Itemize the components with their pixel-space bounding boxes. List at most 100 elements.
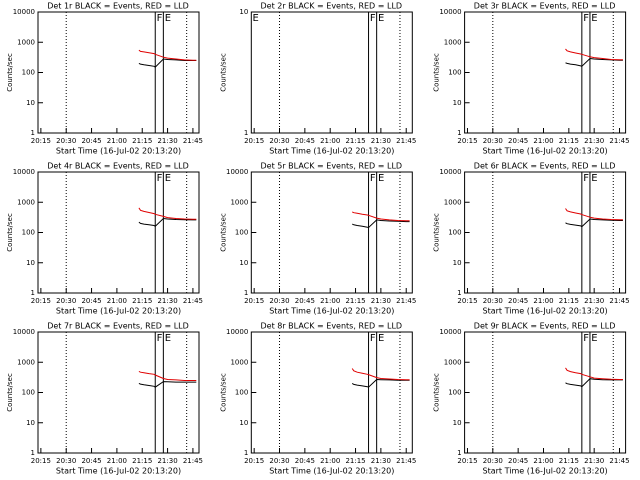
x-tick-label: 20:15: [244, 457, 264, 465]
x-tick-label: 21:45: [396, 137, 416, 145]
panel-title: Det 8r BLACK = Events, RED = LLD: [261, 322, 403, 331]
annotation: F: [157, 173, 163, 184]
x-tick-label: 20:30: [269, 137, 289, 145]
y-tick-label: 1000: [17, 198, 35, 206]
x-tick-label: 21:15: [345, 457, 365, 465]
x-tick-label: 20:45: [295, 137, 315, 145]
x-tick-label: 21:15: [132, 297, 152, 305]
annotation: E: [591, 13, 597, 24]
x-tick-label: 21:30: [157, 457, 177, 465]
x-tick-label: 21:15: [345, 297, 365, 305]
y-axis-label: Counts/sec: [433, 53, 441, 92]
y-tick-label: 1000: [230, 358, 248, 366]
x-axis-label: Start Time (16-Jul-02 20:13:20): [483, 147, 608, 156]
x-tick-label: 21:00: [107, 137, 127, 145]
panel: Det 3r BLACK = Events, RED = LLD Counts/s…: [433, 2, 630, 156]
x-tick-label: 20:15: [457, 457, 477, 465]
y-tick-label: 10000: [439, 168, 461, 176]
annotation: E: [165, 173, 171, 184]
x-tick-label: 20:45: [81, 137, 101, 145]
x-tick-label: 21:30: [371, 297, 391, 305]
x-tick-label: 20:45: [81, 297, 101, 305]
annotation: E: [378, 13, 384, 24]
panel-title: Det 4r BLACK = Events, RED = LLD: [47, 162, 189, 171]
panel-title: Det 2r BLACK = Events, RED = LLD: [261, 2, 403, 11]
x-tick-label: 20:45: [295, 457, 315, 465]
y-tick-label: 1000: [444, 38, 462, 46]
series-line: [138, 370, 197, 381]
x-tick-label: 21:45: [396, 457, 416, 465]
x-tick-label: 21:00: [533, 457, 553, 465]
y-tick-label: 10: [453, 419, 462, 427]
y-tick-label: 1000: [444, 358, 462, 366]
series-line: [138, 58, 197, 68]
y-tick-label: 10000: [439, 328, 461, 336]
panel-title: Det 1r BLACK = Events, RED = LLD: [47, 2, 189, 11]
series-line: [138, 217, 197, 227]
x-axis-label: Start Time (16-Jul-02 20:13:20): [269, 467, 394, 476]
series-line: [565, 378, 623, 388]
series-line: [351, 378, 410, 388]
panel: Det 7r BLACK = Events, RED = LLD Counts/s…: [6, 322, 203, 476]
x-tick-label: 20:45: [508, 457, 528, 465]
x-tick-label: 20:45: [295, 297, 315, 305]
x-tick-label: 20:45: [508, 137, 528, 145]
x-tick-label: 20:45: [508, 297, 528, 305]
series-line: [565, 208, 623, 221]
y-tick-label: 1: [244, 449, 248, 457]
y-tick-label: 10: [239, 8, 248, 16]
y-tick-label: 1: [31, 449, 35, 457]
y-tick-label: 100: [235, 229, 248, 237]
series-line: [138, 207, 197, 220]
annotation: E: [165, 13, 171, 24]
y-tick-label: 100: [448, 229, 461, 237]
x-tick-label: 21:30: [157, 297, 177, 305]
annotation: E: [378, 173, 384, 184]
x-tick-label: 21:15: [559, 297, 579, 305]
x-tick-label: 21:30: [157, 137, 177, 145]
x-tick-label: 21:45: [609, 457, 629, 465]
panel: Det 2r BLACK = Events, RED = LLD Counts/s…: [219, 2, 416, 156]
x-tick-label: 21:45: [183, 297, 203, 305]
x-tick-label: 20:15: [31, 137, 51, 145]
y-tick-label: 10: [239, 419, 248, 427]
x-tick-label: 21:45: [609, 137, 629, 145]
series-line: [565, 367, 623, 380]
panel-title: Det 5r BLACK = Events, RED = LLD: [261, 162, 403, 171]
y-tick-label: 1: [244, 289, 248, 297]
y-tick-label: 10: [239, 259, 248, 267]
y-tick-label: 100: [448, 69, 461, 77]
series-line: [565, 48, 623, 61]
x-tick-label: 20:30: [56, 457, 76, 465]
y-axis-label: Counts/sec: [6, 373, 14, 412]
y-tick-label: 10: [26, 99, 35, 107]
x-tick-label: 21:45: [183, 137, 203, 145]
y-tick-label: 10: [453, 99, 462, 107]
y-tick-label: 10: [26, 419, 35, 427]
panel: Det 1r BLACK = Events, RED = LLD Counts/s…: [6, 2, 203, 156]
annotation: F: [370, 333, 376, 344]
x-tick-label: 21:00: [533, 297, 553, 305]
x-tick-label: 21:15: [132, 137, 152, 145]
x-tick-label: 20:30: [269, 297, 289, 305]
series-line: [351, 368, 410, 381]
plot-frame: [250, 11, 413, 134]
x-tick-label: 21:30: [584, 137, 604, 145]
x-tick-label: 21:15: [132, 457, 152, 465]
panel: Det 8r BLACK = Events, RED = LLD Counts/s…: [219, 322, 416, 476]
x-axis-label: Start Time (16-Jul-02 20:13:20): [483, 467, 608, 476]
x-tick-label: 20:15: [244, 137, 264, 145]
x-tick-label: 21:15: [345, 137, 365, 145]
annotation: E: [252, 13, 258, 24]
y-tick-label: 1: [457, 449, 461, 457]
y-tick-label: 100: [22, 389, 35, 397]
y-axis-label: Counts/sec: [6, 213, 14, 252]
series-line: [138, 381, 197, 388]
x-tick-label: 21:15: [559, 457, 579, 465]
y-tick-label: 1: [457, 129, 461, 137]
annotation: F: [370, 173, 376, 184]
y-tick-label: 10000: [13, 328, 35, 336]
y-tick-label: 1000: [230, 198, 248, 206]
